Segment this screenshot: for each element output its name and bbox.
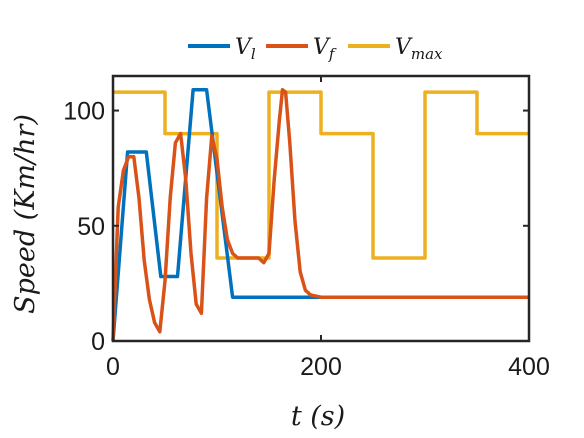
legend-label-vf: Vf	[313, 35, 337, 63]
series-line-vf	[111, 88, 529, 342]
x-tick-label-400: 400	[508, 353, 550, 381]
x-axis-label: t (s)	[291, 401, 345, 432]
series-layer	[111, 88, 529, 342]
series-line-vmax	[113, 90, 529, 260]
legend-label-vmax: Vmax	[395, 35, 443, 63]
legend-label-vl: Vl	[235, 35, 256, 63]
y-tick-label-100: 100	[63, 98, 105, 126]
x-tick-label-200: 200	[300, 353, 342, 381]
x-tick-label-0: 0	[106, 353, 120, 381]
y-tick-label-50: 50	[77, 213, 105, 241]
legend: Vl Vf Vmax	[188, 35, 443, 63]
y-tick-label-0: 0	[91, 328, 105, 356]
tick-layer: 0 200 400 0 50 100	[63, 76, 550, 381]
y-axis-label: Speed (Km/hr)	[10, 114, 41, 314]
